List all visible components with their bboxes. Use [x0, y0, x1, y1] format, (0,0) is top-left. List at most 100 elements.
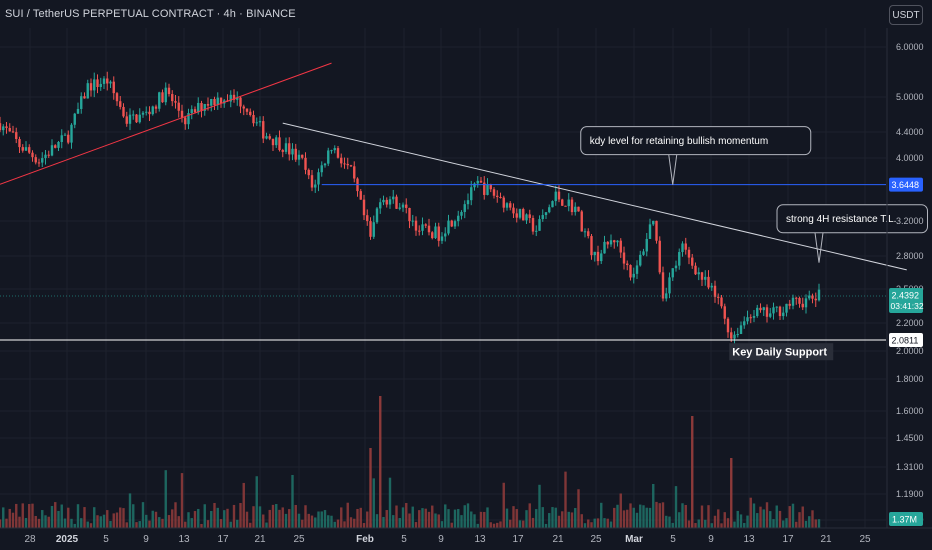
time-axis[interactable]: 28 2025 5 9 13 17 21 25 Feb 5 9 13 17 21 25 Mar 5 9 13 17 21… [0, 527, 932, 545]
volume-bar [489, 522, 492, 528]
candle-body [492, 189, 496, 196]
candle-body [83, 96, 86, 99]
volume-bar [271, 504, 275, 528]
rising-trendline[interactable] [0, 62, 332, 185]
volume-bar [765, 502, 769, 528]
volume-bar [115, 512, 119, 528]
candle-body [73, 113, 76, 125]
descending-resistance[interactable] [282, 122, 907, 271]
candle-body [167, 87, 171, 95]
candle-body [691, 257, 694, 266]
candle-body [808, 295, 811, 299]
volume-bar [814, 519, 817, 528]
price-tick-label: 2.8000 [896, 251, 924, 261]
candle-body [366, 215, 369, 222]
volume-bar [795, 521, 798, 528]
candle-body [557, 191, 561, 200]
candle-body [8, 127, 11, 132]
key-daily-support-tag[interactable] [889, 332, 923, 347]
time-tick-label: 25 [590, 534, 602, 545]
candle-body [128, 114, 132, 124]
volume-bar [421, 508, 424, 528]
volume-bar [762, 509, 765, 528]
drawings[interactable]: kdy level for retaining bullish momentum… [0, 62, 928, 361]
candle-body [531, 218, 535, 232]
volume-bar [778, 510, 782, 528]
volume-bar [54, 502, 57, 528]
candle-body [538, 219, 541, 231]
candle-body [245, 108, 249, 112]
time-tick-label: 28 [24, 534, 36, 545]
candle-body [164, 87, 167, 103]
volume-bar [713, 515, 717, 528]
volume-bar [437, 514, 440, 528]
candle-body [28, 147, 31, 153]
volume-bar [453, 509, 457, 528]
volume-bar [21, 503, 24, 528]
candle-body [509, 203, 512, 208]
volume-bar [590, 522, 593, 528]
volume-bar [203, 504, 206, 528]
candle-body [15, 132, 18, 140]
volume-bar [788, 506, 791, 528]
volume-bar [47, 516, 50, 528]
volume-bar [366, 511, 369, 528]
volume-bar [463, 505, 466, 528]
volume-bar [63, 518, 67, 528]
candle-body [375, 208, 379, 223]
volume-bar [15, 503, 18, 528]
candle-body [486, 184, 489, 195]
volume-bar [681, 503, 684, 528]
candle-body [57, 141, 60, 148]
candle-body [47, 154, 50, 156]
candle-body [54, 145, 57, 148]
volume-bar [255, 476, 258, 528]
candle-body [616, 240, 619, 243]
candle-body [138, 114, 141, 123]
volume-bar [145, 514, 148, 528]
candle-body [177, 102, 180, 111]
candle-body [736, 334, 739, 336]
candle-body [408, 207, 411, 222]
volume-bar [414, 522, 418, 528]
volume-bar [317, 511, 320, 528]
volume-bar [41, 510, 44, 528]
callout-box[interactable] [580, 126, 812, 156]
volume-bar [385, 510, 388, 528]
key-level-tag-text: 3.6448 [892, 180, 920, 190]
candle-body [710, 285, 713, 288]
volume-bar [245, 511, 249, 528]
candle-body [288, 143, 291, 155]
candle-body [570, 199, 574, 213]
volume-bar [353, 518, 356, 528]
volume-bar [616, 504, 619, 528]
candle-body [271, 138, 275, 146]
volume-bar [177, 516, 180, 528]
volume-tag [889, 512, 923, 526]
candle-body [310, 175, 314, 188]
candle-body [232, 94, 236, 100]
currency-button[interactable]: USDT [889, 5, 923, 25]
volume-bar [333, 521, 336, 528]
candle-body [382, 199, 385, 203]
price-axis[interactable]: 6.00005.00004.40004.00003.20002.80002.50… [0, 28, 924, 528]
volume-bar [697, 519, 700, 528]
candle-body [697, 272, 700, 275]
candle-body [574, 206, 577, 213]
volume-bar [769, 511, 772, 528]
volume-bar [314, 517, 317, 528]
candle-body [505, 203, 509, 208]
candle-body [405, 204, 408, 208]
candle-body [210, 98, 213, 106]
candle-body [720, 297, 723, 307]
volume-bar [262, 514, 265, 528]
key-level-tag[interactable] [889, 177, 923, 192]
candle-body [154, 106, 158, 109]
candle-body [730, 332, 733, 339]
time-tick-label: 13 [743, 534, 755, 545]
volume-bar [496, 522, 499, 528]
callout-box[interactable] [776, 204, 928, 234]
last-price-tag[interactable] [889, 287, 923, 313]
candle-body [353, 166, 356, 179]
